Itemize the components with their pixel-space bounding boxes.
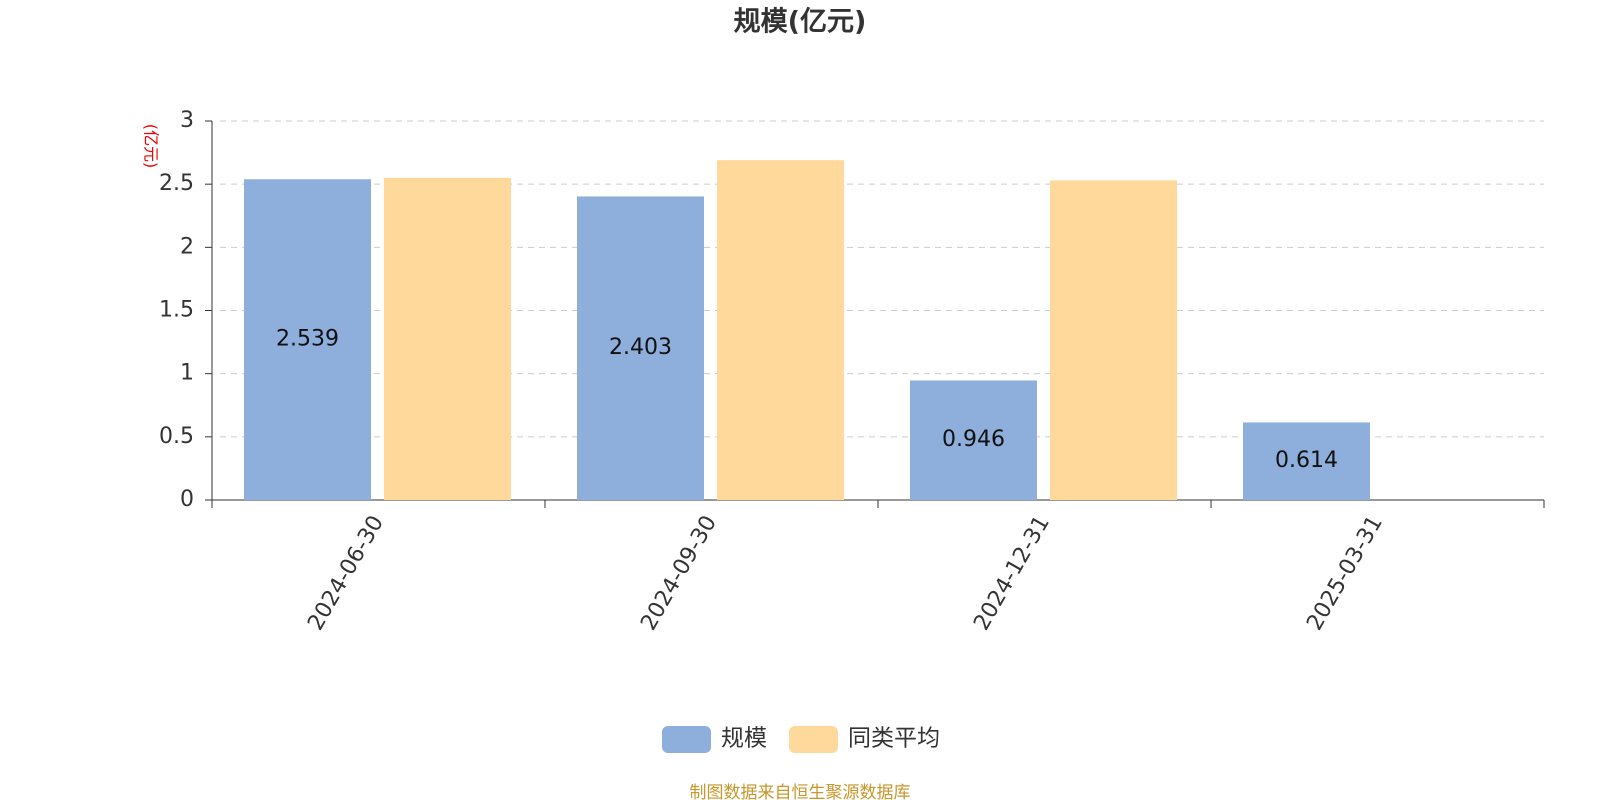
bar [384, 177, 511, 500]
y-tick-label: 1.5 [159, 298, 194, 323]
x-tick-label: 2024-12-31 [969, 512, 1055, 635]
data-label: 2.403 [609, 335, 672, 360]
data-label: 0.614 [1275, 448, 1338, 473]
legend-label: 同类平均 [848, 726, 940, 752]
y-tick-label: 0 [180, 487, 194, 512]
bar [1243, 422, 1370, 500]
x-tick-label: 2024-09-30 [636, 512, 722, 635]
y-tick-label: 0.5 [159, 424, 194, 449]
y-tick-label: 2 [180, 234, 194, 259]
data-label: 0.946 [942, 427, 1005, 452]
legend-swatch [789, 726, 838, 753]
bar [577, 196, 704, 500]
x-tick-label: 2024-06-30 [303, 512, 389, 635]
bar [244, 179, 371, 500]
bar [910, 380, 1037, 500]
y-tick-label: 3 [180, 108, 194, 133]
y-tick-label: 2.5 [159, 171, 194, 196]
legend-label: 规模 [721, 726, 767, 752]
y-tick-label: 1 [180, 361, 194, 386]
bar [717, 160, 844, 500]
x-tick-label: 2025-03-31 [1302, 512, 1388, 635]
legend-swatch [662, 726, 711, 753]
bar [1050, 180, 1177, 501]
chart-title: 规模(亿元) [734, 7, 867, 38]
y-axis-label: (亿元) [142, 124, 161, 169]
source-note: 制图数据来自恒生聚源数据库 [690, 783, 911, 800]
data-label: 2.539 [276, 327, 339, 352]
